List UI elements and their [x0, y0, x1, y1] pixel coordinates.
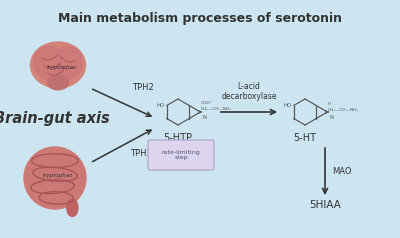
Ellipse shape [34, 46, 62, 79]
Text: MAO: MAO [332, 168, 352, 177]
Text: H: H [328, 102, 331, 106]
Text: L-acid
decarboxylase: L-acid decarboxylase [221, 82, 277, 101]
FancyBboxPatch shape [148, 140, 214, 170]
Text: 5HIAA: 5HIAA [309, 200, 341, 210]
Text: Brain-gut axis: Brain-gut axis [0, 110, 110, 125]
Ellipse shape [67, 199, 78, 216]
Text: Main metabolism processes of serotonin: Main metabolism processes of serotonin [58, 12, 342, 25]
Ellipse shape [48, 75, 68, 90]
Text: rate-limiting
step: rate-limiting step [162, 150, 200, 160]
Ellipse shape [54, 46, 82, 79]
Text: 5-HT: 5-HT [294, 133, 316, 143]
Text: N: N [329, 115, 333, 120]
Text: tryptophan: tryptophan [47, 64, 77, 69]
Text: TPH2: TPH2 [132, 83, 154, 92]
Ellipse shape [24, 147, 86, 209]
Text: CH₂—CH—NH₂: CH₂—CH—NH₂ [328, 108, 359, 112]
Text: CH₂—CH—NH₂: CH₂—CH—NH₂ [201, 107, 232, 111]
Text: 5-HTP: 5-HTP [164, 133, 192, 143]
Text: TPH1: TPH1 [130, 149, 152, 158]
Text: tryptophan: tryptophan [43, 174, 73, 178]
Text: HO: HO [284, 103, 292, 108]
Text: N: N [202, 115, 206, 120]
Text: COO⁻: COO⁻ [201, 101, 213, 105]
Ellipse shape [30, 42, 86, 88]
Text: HO: HO [157, 103, 165, 108]
